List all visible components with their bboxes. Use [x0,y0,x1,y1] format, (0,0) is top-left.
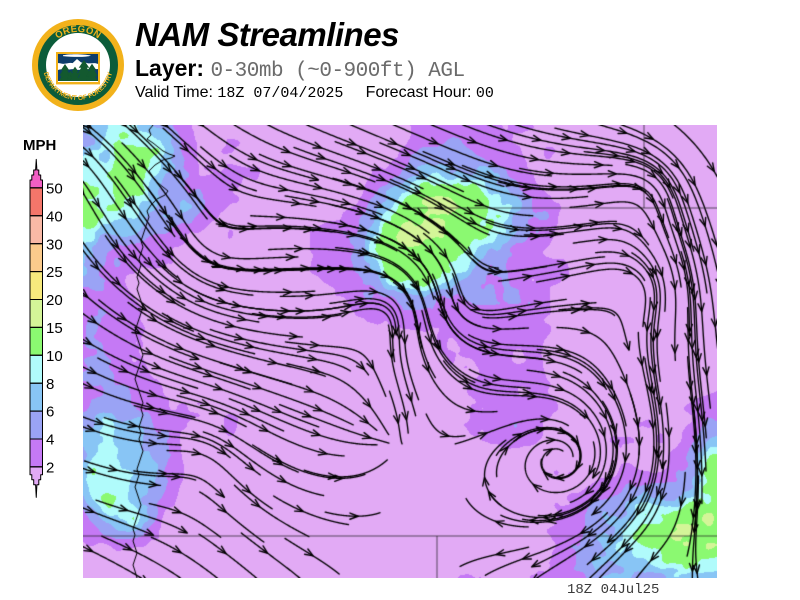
svg-text:6: 6 [46,404,54,421]
svg-text:2: 2 [46,460,54,477]
svg-text:40: 40 [46,208,63,225]
svg-text:50: 50 [46,181,63,198]
svg-text:20: 20 [46,292,63,309]
svg-text:15: 15 [46,320,63,337]
svg-text:4: 4 [46,432,54,449]
svg-text:8: 8 [46,376,54,393]
svg-text:10: 10 [46,348,63,365]
svg-text:30: 30 [46,236,63,253]
svg-text:25: 25 [46,264,63,281]
svg-text:MPH: MPH [23,137,56,154]
